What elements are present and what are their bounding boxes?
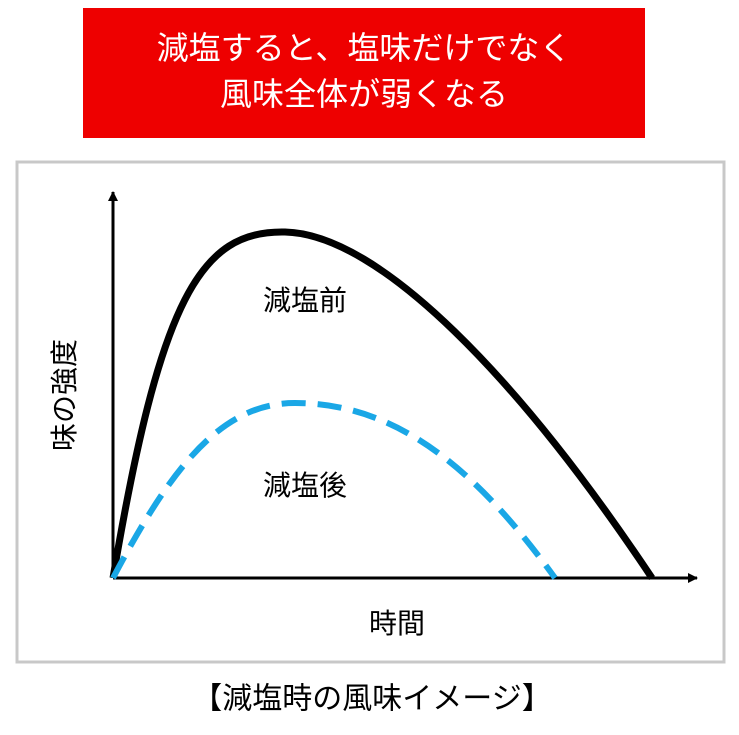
title-box [83, 8, 645, 138]
curve-before [109, 228, 655, 580]
diagram-frame [15, 160, 726, 664]
curve-label: 減塩後 [263, 469, 347, 502]
y-axis-label: 味の強度 [48, 339, 81, 451]
x-axis-label: 時間 [369, 607, 425, 640]
curve-after [110, 399, 558, 580]
title-line: 風味全体が弱くなる [220, 75, 508, 113]
title-line: 減塩すると、塩味だけでなく [157, 29, 572, 67]
caption: 【減塩時の風味イメージ】 [192, 682, 551, 717]
curve-label: 減塩前 [263, 284, 347, 317]
